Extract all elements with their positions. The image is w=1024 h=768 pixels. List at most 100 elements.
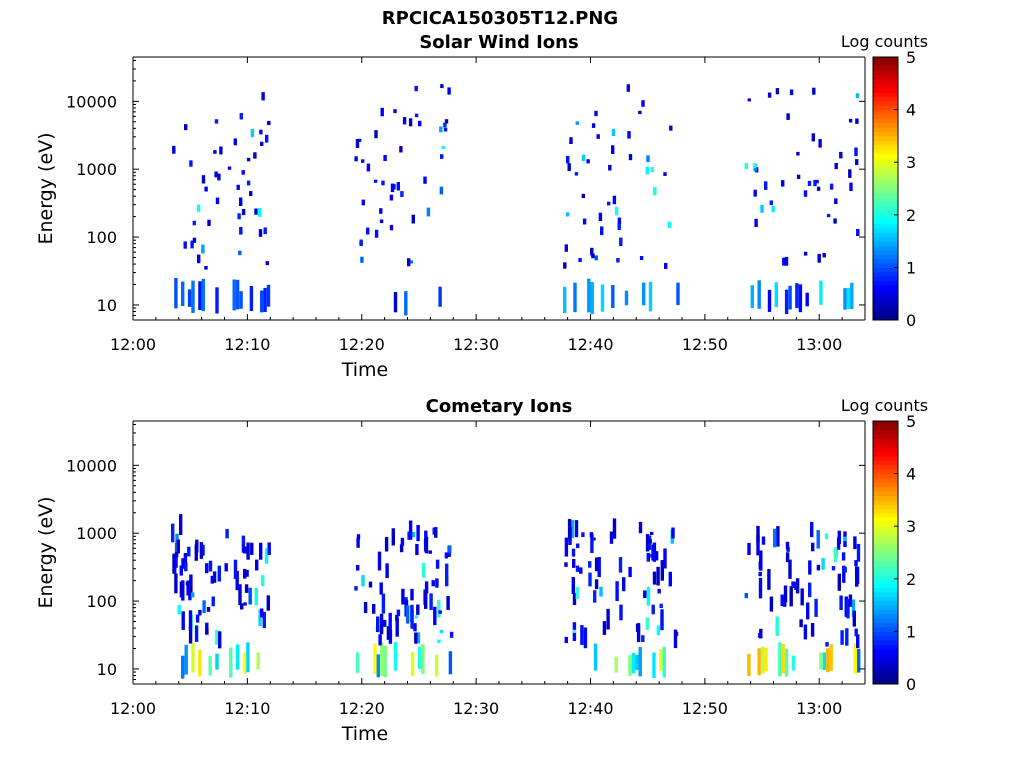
colorbar-segment — [873, 556, 898, 562]
data-cell — [267, 542, 271, 555]
data-cell — [356, 565, 360, 571]
colorbar-segment — [873, 109, 898, 115]
data-cell — [758, 571, 762, 577]
data-cell — [785, 541, 790, 550]
data-cell — [399, 146, 403, 153]
data-cell — [414, 632, 418, 644]
data-cell — [445, 563, 449, 581]
data-cell — [381, 593, 386, 614]
colorbar-segment — [873, 552, 898, 558]
colorbar-segment — [873, 92, 898, 97]
data-cell — [406, 605, 410, 624]
data-cell — [586, 159, 590, 164]
data-cell — [395, 617, 399, 637]
data-cell — [261, 575, 265, 586]
data-cell — [435, 578, 439, 588]
data-cell — [421, 644, 425, 675]
colorbar-segment — [873, 539, 898, 545]
data-cell — [781, 643, 785, 674]
colorbar-segment — [873, 477, 898, 483]
data-cell — [238, 584, 242, 606]
data-cell — [201, 175, 206, 184]
colorbar-segment — [873, 653, 898, 659]
data-cell — [747, 98, 751, 102]
data-cell — [256, 652, 260, 670]
data-cell — [250, 129, 255, 138]
data-cell — [409, 260, 414, 264]
data-cell — [635, 654, 639, 670]
data-cell — [372, 604, 376, 614]
data-cell — [813, 179, 817, 187]
data-cell — [235, 644, 240, 670]
data-cell — [628, 154, 633, 161]
data-cell — [355, 139, 360, 148]
colorbar-segment — [873, 232, 898, 238]
data-cell — [198, 649, 202, 677]
data-cell — [263, 287, 267, 312]
y-axis-label: Energy (eV) — [35, 496, 57, 608]
data-cell — [592, 537, 596, 541]
data-cell — [660, 609, 664, 631]
data-cell — [428, 550, 432, 554]
colorbar-segment — [873, 517, 898, 523]
data-cell — [816, 186, 821, 191]
colorbar-tick-label: 5 — [906, 412, 916, 431]
data-cell — [246, 542, 250, 560]
data-cell — [789, 586, 793, 607]
data-cell — [767, 92, 772, 98]
data-cell — [388, 612, 392, 631]
colorbar-segment — [873, 486, 898, 492]
data-cell — [181, 558, 185, 569]
data-cell — [853, 536, 857, 550]
data-cell — [631, 652, 636, 674]
data-cell — [856, 634, 860, 649]
data-cell — [239, 227, 243, 235]
colorbar-segment — [873, 670, 898, 676]
data-cell — [773, 528, 777, 548]
data-cell — [780, 594, 784, 607]
data-cell — [207, 219, 211, 226]
data-cell — [225, 529, 229, 539]
data-cell — [241, 170, 245, 175]
data-cell — [590, 533, 594, 553]
data-cell — [567, 163, 571, 171]
data-cell — [573, 282, 577, 313]
data-cell — [590, 282, 594, 314]
colorbar-tick-label: 0 — [906, 311, 916, 330]
x-axis-label: Time — [341, 723, 389, 745]
data-cell — [181, 281, 185, 306]
data-cell — [645, 534, 650, 552]
data-cell — [261, 92, 265, 101]
data-cell — [855, 566, 859, 587]
data-cell — [626, 84, 630, 92]
y-tick-label: 10 — [97, 296, 117, 315]
data-cell — [564, 537, 569, 557]
data-cell — [389, 224, 394, 231]
data-cell — [243, 568, 247, 579]
data-cell — [239, 113, 243, 120]
data-cell — [654, 551, 659, 561]
data-cell — [179, 581, 184, 598]
data-cell — [215, 287, 219, 314]
colorbar-segment — [873, 679, 898, 685]
colorbar-segment — [873, 482, 898, 488]
data-cell — [184, 124, 188, 131]
data-cell — [815, 179, 819, 184]
data-cell — [356, 652, 360, 673]
data-cell — [627, 131, 631, 139]
data-cell — [852, 610, 856, 627]
colorbar-segment — [873, 302, 898, 308]
data-cell — [201, 544, 205, 556]
data-cell — [393, 109, 397, 114]
colorbar-frame — [872, 56, 899, 321]
data-cell — [438, 286, 442, 307]
data-cell — [650, 531, 654, 535]
data-cell — [791, 655, 796, 671]
data-cell — [656, 625, 661, 636]
data-cell — [243, 546, 247, 554]
colorbar-segment — [873, 640, 898, 646]
data-cell — [855, 93, 860, 99]
data-cell — [622, 577, 626, 592]
data-cell — [803, 624, 808, 640]
data-cell — [366, 163, 371, 172]
